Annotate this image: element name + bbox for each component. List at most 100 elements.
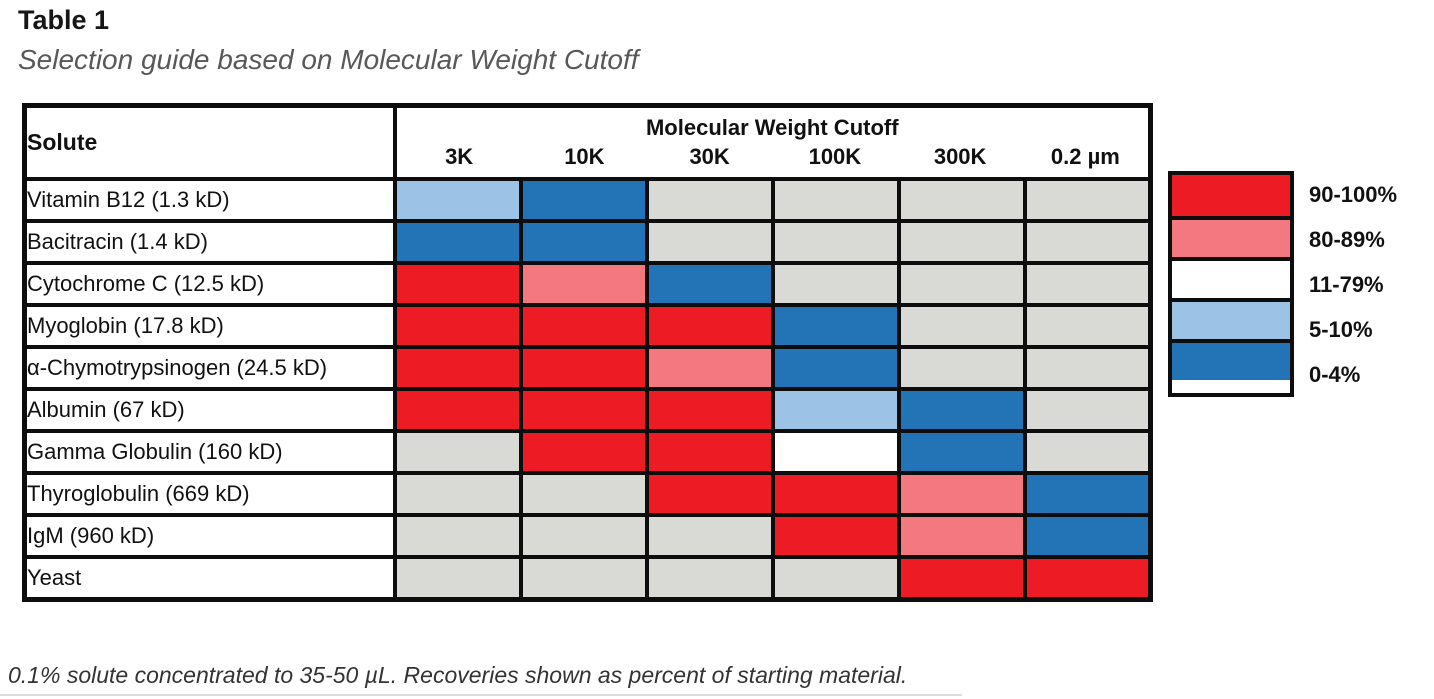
recovery-cell — [896, 471, 1027, 517]
recovery-cell — [1022, 387, 1153, 433]
mwc-column-labels: 3K 10K 30K 100K 300K 0.2 µm — [397, 141, 1149, 177]
recovery-cell — [644, 261, 775, 307]
recovery-cell — [1022, 555, 1153, 601]
recovery-cell — [1022, 303, 1153, 349]
legend-label: 5-10% — [1309, 316, 1373, 342]
recovery-cell — [1022, 261, 1153, 307]
recovery-cell — [770, 555, 901, 601]
recovery-cell — [644, 219, 775, 265]
recovery-cell — [644, 513, 775, 559]
table-row: Vitamin B12 (1.3 kD) — [22, 177, 1153, 223]
recovery-cell — [896, 387, 1027, 433]
column-header-3k: 3K — [445, 144, 474, 169]
mwc-group-header: Molecular Weight Cutoff 3K 10K 30K 100K … — [392, 103, 1153, 181]
recovery-cell — [770, 471, 901, 517]
recovery-cell — [392, 261, 523, 307]
solute-label: Myoglobin (17.8 kD) — [22, 303, 397, 349]
recovery-cell — [392, 555, 523, 601]
solute-label: Gamma Globulin (160 kD) — [22, 429, 397, 475]
table-row: Gamma Globulin (160 kD) — [22, 429, 1153, 475]
recovery-cell — [770, 261, 901, 307]
solute-label: Yeast — [22, 555, 397, 601]
table-row: Yeast — [22, 555, 1153, 601]
table-row: α-Chymotrypsinogen (24.5 kD) — [22, 345, 1153, 391]
solute-label: Vitamin B12 (1.3 kD) — [22, 177, 397, 223]
recovery-cell — [896, 177, 1027, 223]
recovery-cell — [1022, 219, 1153, 265]
recovery-cell — [770, 429, 901, 475]
recovery-cell — [518, 345, 649, 391]
column-header-30k: 30K — [689, 144, 730, 169]
table-row: Bacitracin (1.4 kD) — [22, 219, 1153, 265]
recovery-cell — [1022, 471, 1153, 517]
recovery-cell — [770, 303, 901, 349]
recovery-cell — [392, 345, 523, 391]
recovery-cell — [518, 387, 649, 433]
recovery-cell — [644, 387, 775, 433]
legend-label: 0-4% — [1309, 361, 1361, 387]
legend-swatch-5-10 — [1172, 298, 1290, 339]
page-title: Table 1 — [18, 5, 110, 35]
recovery-cell — [518, 219, 649, 265]
recovery-cell — [770, 513, 901, 559]
recovery-cell — [1022, 177, 1153, 223]
recovery-cell — [392, 177, 523, 223]
solute-label: α-Chymotrypsinogen (24.5 kD) — [22, 345, 397, 391]
recovery-cell — [1022, 345, 1153, 391]
recovery-cell — [518, 261, 649, 307]
column-header-02um: 0.2 µm — [1050, 144, 1120, 169]
recovery-cell — [392, 471, 523, 517]
recovery-cell — [644, 303, 775, 349]
column-header-300k: 300K — [933, 144, 987, 169]
recovery-cell — [518, 429, 649, 475]
solute-label: Thyroglobulin (669 kD) — [22, 471, 397, 517]
recovery-cell — [1022, 429, 1153, 475]
legend: 90-100% 80-89% 11-79% 5-10% 0-4% — [1168, 171, 1397, 397]
recovery-cell — [644, 345, 775, 391]
mwc-group-title: Molecular Weight Cutoff — [645, 115, 899, 140]
legend-swatch-80-89 — [1172, 216, 1290, 257]
recovery-cell — [518, 303, 649, 349]
solute-label: Albumin (67 kD) — [22, 387, 397, 433]
recovery-cell — [518, 513, 649, 559]
selection-guide-table: Solute Molecular Weight Cutoff 3K 10K 30… — [22, 103, 1154, 602]
recovery-cell — [644, 471, 775, 517]
legend-label: 90-100% — [1309, 181, 1398, 207]
recovery-cell — [896, 303, 1027, 349]
recovery-cell — [392, 429, 523, 475]
column-header-10k: 10K — [564, 144, 605, 169]
table-row: Albumin (67 kD) — [22, 387, 1153, 433]
recovery-cell — [770, 345, 901, 391]
recovery-cell — [392, 387, 523, 433]
table-row: Thyroglobulin (669 kD) — [22, 471, 1153, 517]
solute-label: Bacitracin (1.4 kD) — [22, 219, 397, 265]
legend-labels: 90-100% 80-89% 11-79% 5-10% 0-4% — [1309, 171, 1397, 397]
recovery-cell — [644, 555, 775, 601]
recovery-cell — [392, 219, 523, 265]
recovery-cell — [770, 219, 901, 265]
recovery-cell — [392, 303, 523, 349]
table-row: Myoglobin (17.8 kD) — [22, 303, 1153, 349]
recovery-cell — [644, 429, 775, 475]
recovery-cell — [896, 219, 1027, 265]
legend-swatch-11-79 — [1172, 257, 1290, 298]
recovery-cell — [1022, 513, 1153, 559]
recovery-cell — [770, 177, 901, 223]
recovery-cell — [896, 513, 1027, 559]
legend-swatch-stack — [1168, 171, 1294, 397]
legend-swatch-0-4 — [1172, 339, 1290, 380]
recovery-cell — [896, 345, 1027, 391]
legend-label: 80-89% — [1309, 226, 1385, 252]
solute-label: Cytochrome C (12.5 kD) — [22, 261, 397, 307]
footnote: 0.1% solute concentrated to 35-50 µL. Re… — [8, 662, 908, 688]
legend-swatch-90-100 — [1172, 175, 1290, 216]
recovery-cell — [896, 261, 1027, 307]
recovery-cell — [392, 513, 523, 559]
recovery-cell — [896, 429, 1027, 475]
recovery-cell — [770, 387, 901, 433]
recovery-cell — [518, 471, 649, 517]
legend-label: 11-79% — [1309, 271, 1384, 297]
page-subtitle: Selection guide based on Molecular Weigh… — [18, 44, 639, 75]
table-header-row: Solute Molecular Weight Cutoff 3K 10K 30… — [22, 103, 1153, 181]
